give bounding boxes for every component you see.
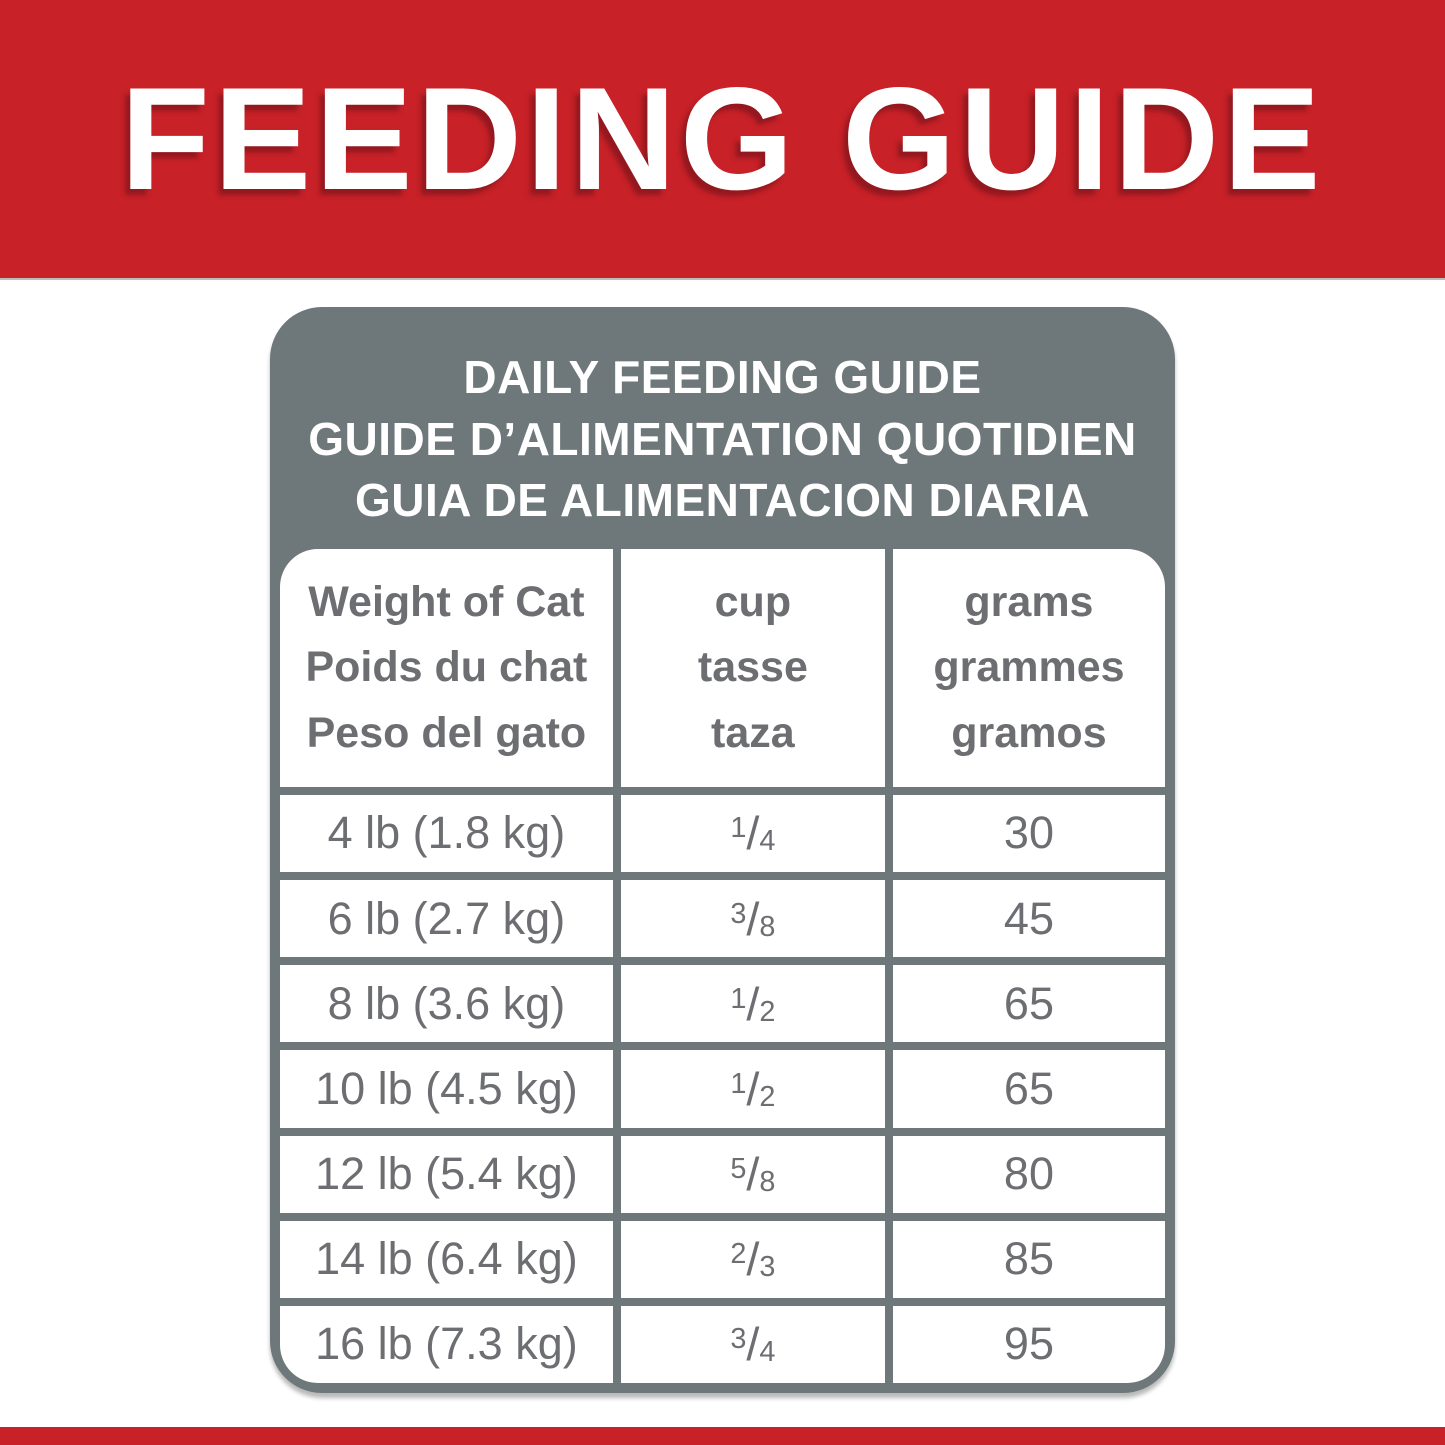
cup-fraction: 5/8	[730, 1147, 775, 1201]
fraction-slash: /	[746, 1062, 760, 1115]
cup-fraction: 2/3	[730, 1232, 775, 1286]
col-header-grams-en: grams	[964, 577, 1094, 626]
table-cell-cup: 5/8	[620, 1135, 885, 1213]
fraction-numerator: 2	[730, 1238, 747, 1271]
table-cell-cup: 2/3	[620, 1220, 885, 1298]
panel-title-line-es: GUIA DE ALIMENTACION DIARIA	[355, 474, 1090, 527]
fraction-denominator: 3	[759, 1251, 776, 1284]
fraction-numerator: 3	[730, 1323, 747, 1356]
col-header-cup-fr: tasse	[697, 643, 808, 692]
col-header-grams: grams grammes gramos	[892, 548, 1165, 787]
daily-feeding-guide-panel: DAILY FEEDING GUIDE GUIDE D’ALIMENTATION…	[270, 307, 1175, 1393]
col-header-cup-en: cup	[714, 577, 792, 626]
col-header-grams-fr: grammes	[933, 643, 1125, 692]
table-cell-grams: 65	[892, 965, 1165, 1043]
cup-fraction: 3/4	[730, 1317, 775, 1371]
fraction-numerator: 1	[730, 812, 747, 845]
table-cell-weight: 16 lb (7.3 kg)	[280, 1305, 613, 1383]
table-cell-weight: 12 lb (5.4 kg)	[280, 1135, 613, 1213]
fraction-numerator: 3	[730, 897, 747, 930]
table-cell-weight: 6 lb (2.7 kg)	[280, 880, 613, 958]
fraction-denominator: 2	[759, 1081, 776, 1114]
table-cell-cup: 1/4	[620, 794, 885, 873]
panel-title-line-fr: GUIDE D’ALIMENTATION QUOTIDIEN	[308, 412, 1137, 465]
fraction-numerator: 5	[730, 1153, 747, 1185]
table-cell-grams: 30	[892, 794, 1165, 873]
table-cell-grams: 95	[892, 1305, 1165, 1383]
panel-title-line-en: DAILY FEEDING GUIDE	[463, 351, 982, 403]
table-cell-cup: 1/2	[620, 1050, 885, 1128]
col-header-weight-fr: Poids du chat	[305, 643, 588, 692]
fraction-numerator: 1	[730, 1067, 747, 1100]
fraction-denominator: 4	[759, 1336, 776, 1369]
col-header-weight: Weight of Cat Poids du chat Peso del gat…	[280, 548, 613, 787]
col-header-cup: cup tasse taza	[620, 548, 885, 787]
fraction-numerator: 1	[730, 982, 747, 1015]
col-header-grams-es: gramos	[951, 708, 1107, 757]
feeding-guide-banner: FEEDING GUIDE	[0, 0, 1445, 278]
table-cell-weight: 8 lb (3.6 kg)	[280, 965, 613, 1043]
panel-title: DAILY FEEDING GUIDE GUIDE D’ALIMENTATION…	[280, 347, 1165, 532]
fraction-slash: /	[746, 977, 760, 1030]
fraction-slash: /	[746, 1318, 760, 1371]
cup-fraction: 1/4	[730, 806, 775, 860]
col-header-cup-es: taza	[711, 708, 795, 757]
table-cell-cup: 3/8	[620, 880, 885, 958]
fraction-slash: /	[746, 892, 760, 945]
col-header-weight-en: Weight of Cat	[308, 577, 585, 626]
cup-fraction: 1/2	[730, 1062, 775, 1116]
feeding-table: Weight of Cat Poids du chat Peso del gat…	[280, 548, 1165, 1383]
cup-fraction: 3/8	[730, 892, 775, 946]
table-cell-grams: 80	[892, 1135, 1165, 1213]
table-cell-cup: 3/4	[620, 1305, 885, 1383]
table-cell-weight: 4 lb (1.8 kg)	[280, 794, 613, 873]
table-cell-weight: 14 lb (6.4 kg)	[280, 1220, 613, 1298]
fraction-denominator: 8	[759, 910, 776, 943]
fraction-slash: /	[746, 1148, 760, 1201]
cup-fraction: 1/2	[730, 977, 775, 1031]
table-cell-grams: 45	[892, 880, 1165, 958]
feeding-guide-title: FEEDING GUIDE	[120, 57, 1325, 220]
fraction-slash: /	[746, 807, 760, 860]
table-cell-grams: 85	[892, 1220, 1165, 1298]
fraction-slash: /	[746, 1233, 760, 1286]
col-header-weight-es: Peso del gato	[306, 708, 587, 757]
bottom-red-strip	[0, 1427, 1445, 1445]
table-cell-cup: 1/2	[620, 965, 885, 1043]
fraction-denominator: 8	[759, 1166, 776, 1199]
table-cell-grams: 65	[892, 1050, 1165, 1128]
table-cell-weight: 10 lb (4.5 kg)	[280, 1050, 613, 1128]
fraction-denominator: 2	[759, 995, 776, 1028]
fraction-denominator: 4	[759, 825, 776, 858]
